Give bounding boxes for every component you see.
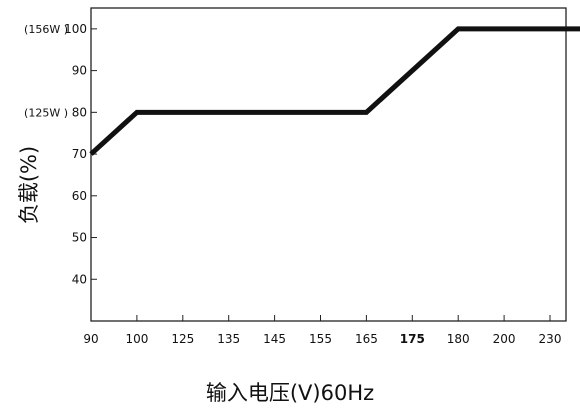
x-tick-label: 135 (217, 332, 240, 346)
y-tick-label: 90 (72, 64, 87, 78)
x-tick-label: 155 (309, 332, 332, 346)
x-axis-title: 输入电压(V)60Hz (206, 381, 374, 405)
x-tick-label: 230 (539, 332, 562, 346)
x-tick-label: 100 (125, 332, 148, 346)
y-axis-title: 负载(%) (17, 146, 41, 224)
y-tick-label: 50 (72, 231, 87, 245)
series-group (89, 26, 580, 156)
x-tick-label: 180 (447, 332, 470, 346)
series-line (89, 26, 580, 156)
annotations: (125W ) (156W ) (24, 23, 68, 119)
y-tick-label: 70 (72, 147, 87, 161)
x-tick-label: 145 (263, 332, 286, 346)
x-tick-label: 125 (171, 332, 194, 346)
annotation-label: (125W ) (24, 106, 68, 119)
y-tick-label: 80 (72, 105, 87, 119)
x-tick-label: 165 (355, 332, 378, 346)
plot-frame (90, 7, 567, 322)
y-tick-label: 40 (72, 272, 87, 286)
x-tick-label: 90 (83, 332, 98, 346)
y-tick-label: 60 (72, 189, 87, 203)
y-tick-label: 100 (64, 22, 87, 36)
x-tick-label: 200 (493, 332, 516, 346)
x-axis: 90100125135145155165175180200230264 (83, 315, 562, 346)
y-axis: 40 50 60 70 80 90 100 (64, 22, 97, 286)
x-tick-label: 175 (400, 332, 425, 346)
annotation-label: (156W ) (24, 23, 68, 36)
